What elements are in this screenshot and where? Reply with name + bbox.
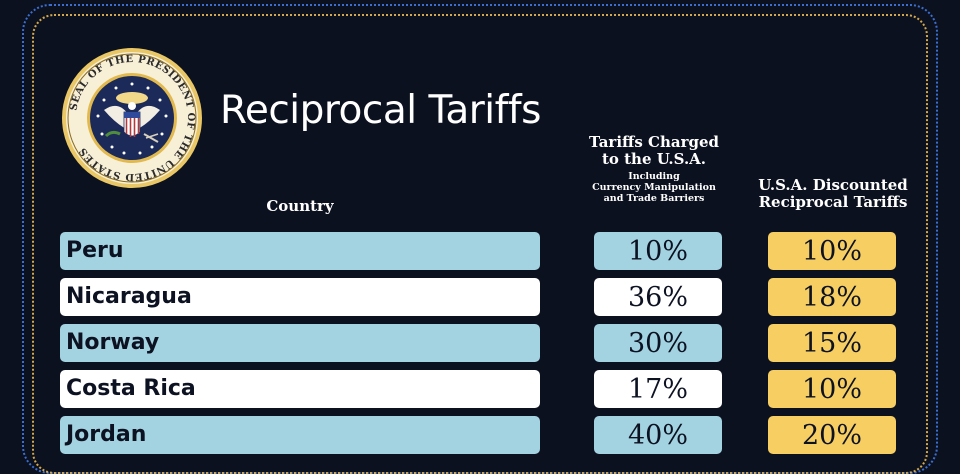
table-row: Jordan 40% 20%: [0, 416, 960, 454]
tariff-charged-cell: 40%: [594, 416, 722, 454]
reciprocal-tariff-cell: 18%: [768, 278, 896, 316]
tariff-charged-cell: 10%: [594, 232, 722, 270]
header-charged-line1: Tariffs Charged: [588, 133, 719, 151]
header-charged-subtitle: Including Currency Manipulation and Trad…: [566, 171, 742, 205]
presidential-seal-icon: SEAL OF THE PRESIDENT OF THE UNITED STAT…: [62, 48, 202, 188]
reciprocal-tariff-cell: 10%: [768, 370, 896, 408]
header-charged-sub3: and Trade Barriers: [603, 193, 705, 205]
tariff-charged-cell: 17%: [594, 370, 722, 408]
reciprocal-tariff-cell: 20%: [768, 416, 896, 454]
column-header-reciprocal-tariffs: U.S.A. Discounted Reciprocal Tariffs: [740, 176, 926, 212]
country-cell: Costa Rica: [60, 370, 540, 408]
column-header-tariffs-charged: Tariffs Charged to the U.S.A. Including …: [566, 133, 742, 205]
page-title: Reciprocal Tariffs: [220, 88, 541, 133]
table-row: Nicaragua 36% 18%: [0, 278, 960, 316]
tariff-charged-cell: 36%: [594, 278, 722, 316]
country-cell: Peru: [60, 232, 540, 270]
reciprocal-tariff-cell: 15%: [768, 324, 896, 362]
table-row: Costa Rica 17% 10%: [0, 370, 960, 408]
header-reciprocal-line2: Reciprocal Tariffs: [758, 193, 908, 212]
country-cell: Norway: [60, 324, 540, 362]
header-charged-sub2: Currency Manipulation: [592, 181, 716, 193]
country-cell: Jordan: [60, 416, 540, 454]
country-cell: Nicaragua: [60, 278, 540, 316]
column-header-country: Country: [266, 197, 334, 215]
header-reciprocal-line1: U.S.A. Discounted: [758, 176, 908, 194]
header-charged-line2: to the U.S.A.: [601, 150, 707, 169]
tariff-charged-cell: 30%: [594, 324, 722, 362]
table-row: Norway 30% 15%: [0, 324, 960, 362]
reciprocal-tariff-cell: 10%: [768, 232, 896, 270]
table-row: Peru 10% 10%: [0, 232, 960, 270]
header-charged-sub1: Including: [628, 170, 680, 182]
